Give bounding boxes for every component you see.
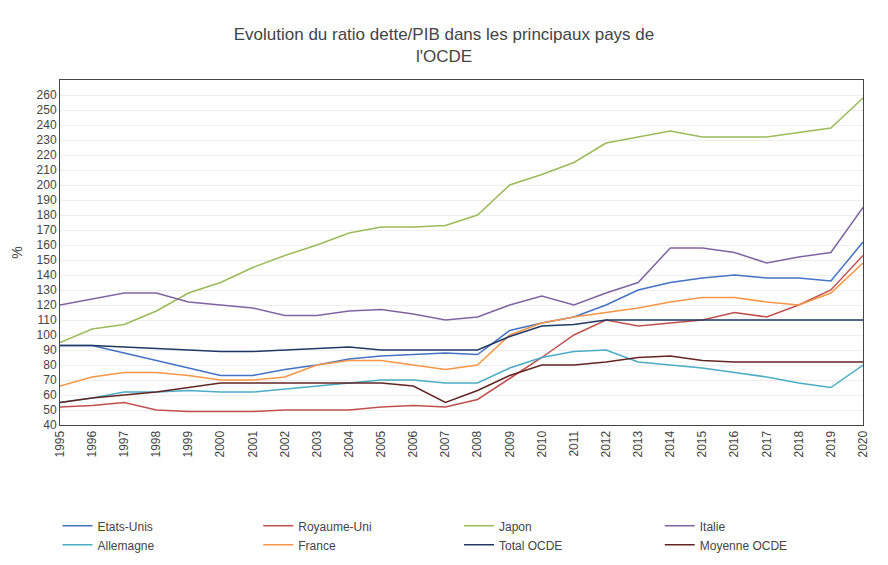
svg-text:1998: 1998 <box>149 430 163 457</box>
svg-text:2008: 2008 <box>470 430 484 457</box>
svg-text:2015: 2015 <box>695 430 709 457</box>
svg-text:Etats-Unis: Etats-Unis <box>98 520 153 534</box>
svg-text:Moyenne OCDE: Moyenne OCDE <box>700 539 787 553</box>
svg-text:60: 60 <box>43 388 57 402</box>
svg-text:1999: 1999 <box>181 430 195 457</box>
svg-text:2004: 2004 <box>342 430 356 457</box>
svg-text:200: 200 <box>37 178 57 192</box>
svg-text:140: 140 <box>37 268 57 282</box>
svg-text:160: 160 <box>37 238 57 252</box>
svg-text:260: 260 <box>37 88 57 102</box>
svg-text:Allemagne: Allemagne <box>98 539 155 553</box>
svg-text:180: 180 <box>37 208 57 222</box>
svg-text:100: 100 <box>37 328 57 342</box>
svg-text:France: France <box>298 539 336 553</box>
svg-text:190: 190 <box>37 193 57 207</box>
svg-text:2001: 2001 <box>246 430 260 457</box>
svg-text:110: 110 <box>37 313 56 327</box>
svg-text:170: 170 <box>37 223 57 237</box>
svg-text:Japon: Japon <box>499 520 532 534</box>
svg-text:2005: 2005 <box>374 430 388 457</box>
svg-text:%: % <box>9 246 25 258</box>
svg-text:1995: 1995 <box>53 430 67 457</box>
svg-text:90: 90 <box>43 343 57 357</box>
svg-text:2020: 2020 <box>856 430 870 457</box>
svg-text:2002: 2002 <box>278 430 292 457</box>
svg-text:150: 150 <box>37 253 57 267</box>
svg-text:1997: 1997 <box>117 430 131 457</box>
svg-text:50: 50 <box>43 403 57 417</box>
svg-text:2006: 2006 <box>406 430 420 457</box>
svg-text:2003: 2003 <box>310 430 324 457</box>
svg-text:250: 250 <box>37 103 57 117</box>
svg-text:2011: 2011 <box>567 430 581 456</box>
svg-text:70: 70 <box>43 373 57 387</box>
svg-text:2019: 2019 <box>824 430 838 457</box>
svg-text:2014: 2014 <box>663 430 677 457</box>
svg-text:1996: 1996 <box>85 430 99 457</box>
svg-text:80: 80 <box>43 358 57 372</box>
svg-text:Italie: Italie <box>700 520 726 534</box>
svg-text:Total OCDE: Total OCDE <box>499 539 562 553</box>
svg-text:2013: 2013 <box>631 430 645 457</box>
svg-text:2009: 2009 <box>503 430 517 457</box>
svg-text:220: 220 <box>37 148 57 162</box>
svg-text:120: 120 <box>37 298 57 312</box>
svg-text:130: 130 <box>37 283 57 297</box>
svg-text:210: 210 <box>37 163 57 177</box>
svg-text:2012: 2012 <box>599 430 613 457</box>
svg-text:2007: 2007 <box>438 430 452 457</box>
svg-text:240: 240 <box>37 118 57 132</box>
svg-text:Evolution du ratio dette/PIB d: Evolution du ratio dette/PIB dans les pr… <box>234 25 655 66</box>
svg-text:40: 40 <box>43 418 57 432</box>
svg-text:230: 230 <box>37 133 57 147</box>
svg-text:2017: 2017 <box>760 430 774 457</box>
svg-text:2010: 2010 <box>535 430 549 457</box>
svg-text:Royaume-Uni: Royaume-Uni <box>298 520 371 534</box>
svg-text:2018: 2018 <box>792 430 806 457</box>
svg-text:2000: 2000 <box>214 430 228 457</box>
svg-text:2016: 2016 <box>727 430 741 457</box>
